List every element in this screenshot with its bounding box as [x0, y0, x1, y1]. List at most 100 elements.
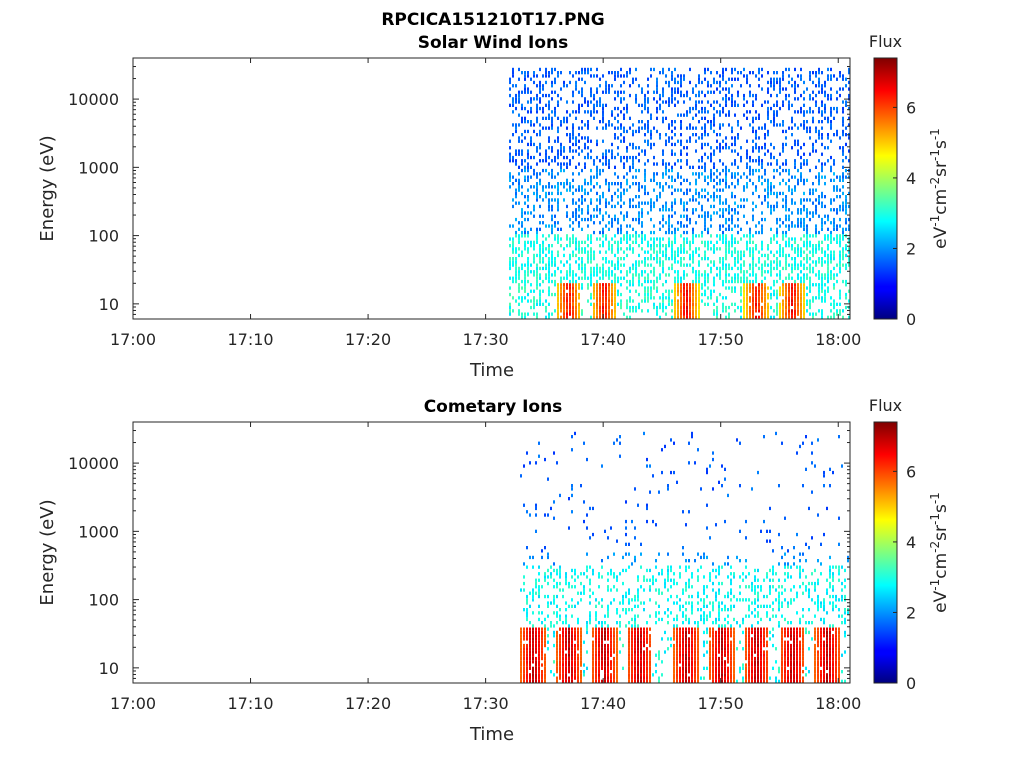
spectrogram-cell	[752, 71, 754, 75]
spectrogram-cell	[779, 123, 781, 127]
spectrogram-cell	[755, 204, 757, 209]
spectrogram-cell	[598, 656, 600, 661]
spectrogram-cell	[830, 250, 832, 254]
spectrogram-cell	[557, 312, 559, 316]
spectrogram-cell	[634, 647, 636, 651]
spectrogram-cell	[794, 283, 796, 287]
spectrogram-cell	[566, 178, 568, 182]
spectrogram-cell	[563, 146, 565, 150]
spectrogram-cell	[659, 133, 661, 137]
spectrogram-cell	[737, 77, 739, 81]
spectrogram-cell	[827, 315, 829, 319]
spectrogram-cell	[773, 84, 775, 88]
spectrogram-cell	[725, 100, 727, 104]
spectrogram-cell	[740, 299, 742, 303]
spectrogram-cell	[571, 643, 573, 648]
spectrogram-cell	[616, 637, 618, 641]
spectrogram-cell	[845, 77, 847, 81]
spectrogram-cell	[797, 97, 799, 101]
spectrogram-cell	[637, 627, 639, 631]
spectrogram-cell	[734, 149, 736, 153]
spectrogram-cell	[740, 204, 742, 209]
spectrogram-cell	[626, 103, 628, 107]
spectrogram-cell	[722, 77, 724, 81]
spectrogram-cell	[827, 257, 829, 261]
spectrogram-cell	[646, 670, 648, 674]
spectrogram-cell	[596, 198, 598, 202]
spectrogram-cell	[616, 438, 618, 442]
spectrogram-cell	[557, 136, 559, 140]
spectrogram-cell	[676, 660, 678, 664]
spectrogram-cell	[791, 211, 793, 215]
spectrogram-cell	[761, 201, 763, 205]
spectrogram-cell	[581, 309, 583, 313]
spectrogram-cell	[601, 647, 603, 651]
spectrogram-cell	[638, 211, 640, 215]
spectrogram-cell	[821, 283, 823, 287]
spectrogram-cell	[836, 309, 838, 313]
spectrogram-cell	[719, 234, 721, 238]
spectrogram-cell	[595, 624, 597, 628]
spectrogram-cell	[671, 263, 673, 267]
spectrogram-cell	[554, 139, 556, 143]
spectrogram-cell	[725, 247, 727, 251]
spectrogram-cell	[581, 211, 583, 215]
spectrogram-cell	[575, 309, 577, 313]
spectrogram-cell	[601, 637, 603, 641]
spectrogram-cell	[611, 273, 613, 277]
spectrogram-cell	[758, 292, 760, 297]
spectrogram-cell	[640, 670, 642, 674]
spectrogram-cell	[568, 627, 570, 631]
spectrogram-cell	[686, 305, 688, 310]
spectrogram-cell	[593, 250, 595, 254]
spectrogram-cell	[535, 630, 537, 635]
spectrogram-cell	[764, 142, 766, 147]
spectrogram-cell	[800, 237, 802, 241]
spectrogram-cell	[586, 630, 588, 635]
spectrogram-cell	[571, 630, 573, 635]
spectrogram-cell	[527, 198, 529, 202]
spectrogram-cell	[638, 260, 640, 264]
spectrogram-cell	[613, 441, 615, 445]
spectrogram-cell	[562, 679, 564, 683]
spectrogram-cell	[676, 653, 678, 657]
spectrogram-cell	[595, 647, 597, 651]
spectrogram-cell	[581, 266, 583, 271]
spectrogram-cell	[605, 270, 607, 274]
spectrogram-cell	[776, 168, 778, 173]
spectrogram-cell	[512, 155, 514, 160]
spectrogram-cell	[577, 575, 579, 579]
spectrogram-cell	[580, 676, 582, 680]
spectrogram-cell	[665, 133, 667, 137]
spectrogram-cell	[761, 240, 763, 244]
spectrogram-cell	[806, 302, 808, 306]
spectrogram-cell	[532, 650, 534, 654]
spectrogram-cell	[637, 679, 639, 683]
spectrogram-cell	[752, 266, 754, 271]
spectrogram-cell	[731, 234, 733, 238]
spectrogram-cell	[553, 568, 555, 573]
spectrogram-cell	[538, 627, 540, 631]
spectrogram-cell	[584, 247, 586, 251]
spectrogram-cell	[590, 247, 592, 251]
spectrogram-cell	[659, 296, 661, 300]
spectrogram-cell	[626, 214, 628, 218]
spectrogram-cell	[689, 106, 691, 111]
spectrogram-cell	[728, 123, 730, 127]
spectrogram-cell	[755, 110, 757, 114]
spectrogram-cell	[821, 120, 823, 124]
spectrogram-cell	[644, 178, 646, 182]
spectrogram-cell	[653, 270, 655, 274]
spectrogram-cell	[773, 175, 775, 179]
spectrogram-cell	[545, 195, 547, 199]
spectrogram-cell	[569, 312, 571, 316]
spectrogram-cell	[557, 155, 559, 160]
spectrogram-cell	[610, 526, 612, 530]
spectrogram-cell	[580, 670, 582, 674]
spectrogram-cell	[596, 142, 598, 147]
spectrogram-cell	[617, 152, 619, 156]
spectrogram-cell	[551, 123, 553, 127]
spectrogram-cell	[737, 178, 739, 182]
spectrogram-cell	[794, 305, 796, 310]
spectrogram-cell	[719, 208, 721, 212]
